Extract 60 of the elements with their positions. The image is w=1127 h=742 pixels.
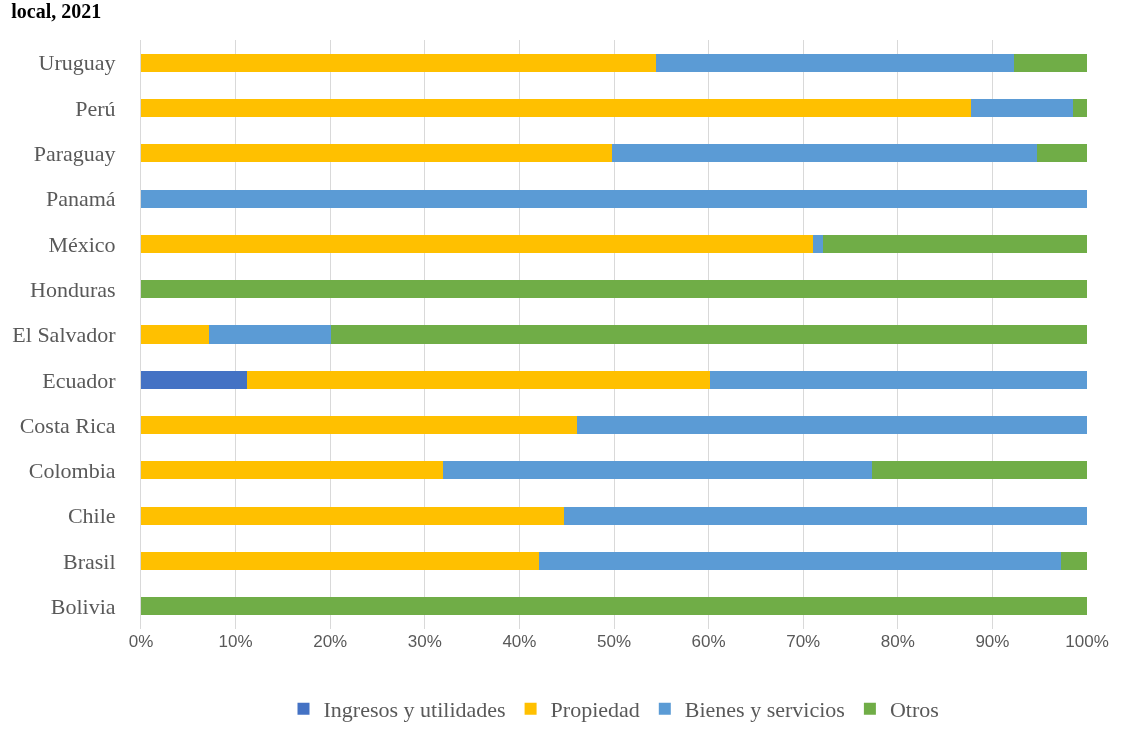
bar [209,325,332,344]
y-tick-label: Colombia [28,458,116,484]
bar [823,234,1087,253]
bar [141,370,247,389]
chart-title: local, 2021 [11,0,102,22]
bar [442,461,873,480]
legend-label: Bienes y servicios [684,697,845,723]
x-tick-label: 70% [786,632,821,651]
bar [655,53,1015,72]
bar [141,53,656,72]
x-tick-label: 100% [1065,632,1109,651]
bar [141,461,443,480]
bar [246,370,710,389]
y-tick-label: El Salvador [12,322,117,348]
y-tick-label: Brasil [63,548,116,574]
y-tick-label: Costa Rica [19,412,116,438]
x-tick-label: 50% [596,632,632,651]
y-tick-label: Honduras [30,276,116,302]
bar [612,144,1037,163]
bar [1072,98,1087,118]
x-tick-label: 90% [975,632,1010,651]
bar [812,234,824,253]
bar [1060,551,1087,571]
bar [141,98,971,118]
x-tick-label: 60% [691,632,726,651]
bar [141,144,613,163]
bar [563,506,1087,525]
bar [970,98,1073,118]
y-tick-label: Perú [75,95,116,121]
x-tick-label: 40% [502,632,537,651]
y-tick-label: Ecuador [42,367,117,393]
bar [709,370,1087,389]
legend-label: Ingresos y utilidades [323,697,506,723]
y-tick-label: Paraguay [33,140,116,166]
bar [141,234,813,253]
x-tick-label: 20% [313,632,348,651]
bar [1036,144,1087,163]
x-tick-label: 30% [407,632,442,651]
bar [1014,53,1087,72]
legend-label: Propiedad [550,697,640,723]
bar [141,325,210,344]
legend-label: Otros [889,697,939,723]
bar [141,597,1087,616]
bar [141,506,564,525]
bar [539,551,1061,571]
y-tick-label: México [48,231,116,257]
y-tick-label: Panamá [45,186,116,212]
bar [141,551,540,571]
y-tick-label: Uruguay [38,50,116,76]
x-tick-label: 0% [128,632,154,651]
bar [141,189,1087,208]
bar [872,461,1087,480]
y-tick-label: Bolivia [50,594,116,620]
x-tick-label: 80% [880,632,915,651]
x-tick-label: 10% [218,632,253,651]
bar [141,280,1087,299]
bar [577,416,1087,435]
bar [141,416,578,435]
y-tick-label: Chile [67,503,116,529]
bar [331,325,1087,344]
